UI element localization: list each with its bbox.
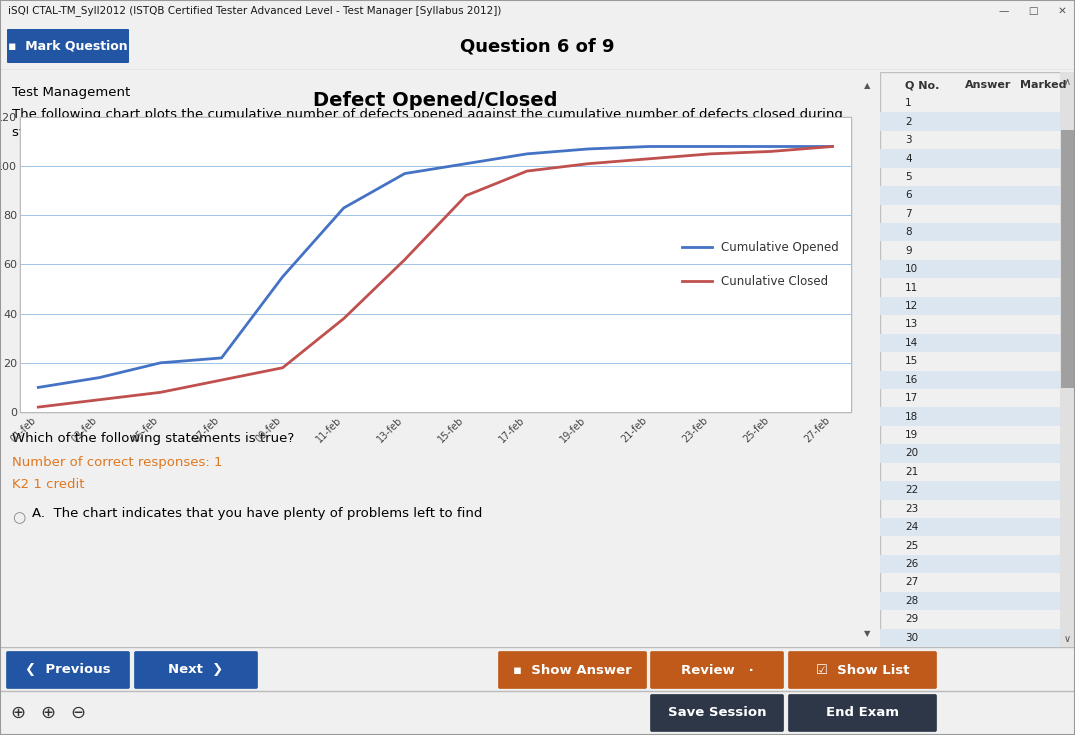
FancyBboxPatch shape bbox=[650, 695, 784, 731]
Text: iSQI CTAL-TM_Syll2012 (ISTQB Certified Tester Advanced Level - Test Manager [Syl: iSQI CTAL-TM_Syll2012 (ISTQB Certified T… bbox=[8, 6, 501, 16]
Text: Number of correct responses: 1: Number of correct responses: 1 bbox=[12, 456, 223, 469]
FancyBboxPatch shape bbox=[788, 651, 936, 689]
FancyBboxPatch shape bbox=[8, 29, 129, 63]
Text: Save Session: Save Session bbox=[668, 706, 766, 720]
Text: 9: 9 bbox=[905, 245, 912, 256]
Text: ∨: ∨ bbox=[1063, 634, 1071, 644]
Text: Marked: Marked bbox=[1020, 80, 1066, 90]
Bar bbox=[880, 518, 1060, 537]
Text: Test Management: Test Management bbox=[12, 86, 130, 99]
Text: ❮  Previous: ❮ Previous bbox=[25, 664, 111, 676]
Text: End Exam: End Exam bbox=[826, 706, 899, 720]
Text: 11: 11 bbox=[905, 282, 918, 293]
Text: 15: 15 bbox=[905, 356, 918, 366]
Text: 22: 22 bbox=[905, 485, 918, 495]
Text: 2: 2 bbox=[905, 117, 912, 126]
Text: 20: 20 bbox=[905, 448, 918, 459]
Text: Next  ❯: Next ❯ bbox=[169, 664, 224, 676]
Text: 26: 26 bbox=[905, 559, 918, 569]
Title: Defect Opened/Closed: Defect Opened/Closed bbox=[313, 91, 558, 110]
Bar bbox=[880, 149, 1060, 168]
Text: 6: 6 bbox=[905, 190, 912, 201]
Text: —      □      ✕: — □ ✕ bbox=[999, 6, 1067, 16]
Bar bbox=[880, 555, 1060, 573]
Text: ⊕: ⊕ bbox=[41, 704, 56, 722]
Text: 13: 13 bbox=[905, 320, 918, 329]
Text: 4: 4 bbox=[905, 154, 912, 163]
Bar bbox=[880, 334, 1060, 352]
FancyBboxPatch shape bbox=[134, 651, 258, 689]
Text: 1: 1 bbox=[905, 98, 912, 108]
Text: 3: 3 bbox=[905, 135, 912, 145]
Bar bbox=[880, 628, 1060, 647]
Bar bbox=[880, 444, 1060, 462]
Text: Question 6 of 9: Question 6 of 9 bbox=[460, 37, 615, 55]
FancyBboxPatch shape bbox=[650, 651, 784, 689]
Text: 10: 10 bbox=[905, 264, 918, 274]
Text: ▲: ▲ bbox=[864, 81, 871, 90]
Text: A.  The chart indicates that you have plenty of problems left to find: A. The chart indicates that you have ple… bbox=[32, 507, 483, 520]
Text: ○: ○ bbox=[12, 510, 25, 525]
Text: Review   ·: Review · bbox=[680, 664, 754, 676]
Text: The following chart plots the cumulative number of defects opened against the cu: The following chart plots the cumulative… bbox=[12, 108, 843, 139]
Bar bbox=[880, 223, 1060, 242]
Bar bbox=[1060, 72, 1075, 647]
Text: K2 1 credit: K2 1 credit bbox=[12, 478, 85, 491]
Text: 27: 27 bbox=[905, 578, 918, 587]
Bar bbox=[880, 481, 1060, 500]
Bar bbox=[1061, 129, 1074, 388]
Text: ▪  Show Answer: ▪ Show Answer bbox=[513, 664, 632, 676]
FancyBboxPatch shape bbox=[788, 695, 936, 731]
Text: 23: 23 bbox=[905, 503, 918, 514]
Bar bbox=[880, 260, 1060, 279]
Bar bbox=[880, 112, 1060, 131]
Bar bbox=[880, 297, 1060, 315]
Legend: Cumulative Opened, Cunulative Closed: Cumulative Opened, Cunulative Closed bbox=[676, 235, 845, 294]
Bar bbox=[20, 117, 850, 412]
Text: 24: 24 bbox=[905, 522, 918, 532]
Text: Which of the following statements is true?: Which of the following statements is tru… bbox=[12, 432, 295, 445]
Text: 5: 5 bbox=[905, 172, 912, 182]
Text: 25: 25 bbox=[905, 541, 918, 551]
Bar bbox=[880, 370, 1060, 389]
Text: 30: 30 bbox=[905, 633, 918, 643]
Bar bbox=[880, 407, 1060, 426]
Text: 18: 18 bbox=[905, 412, 918, 422]
Text: Answer: Answer bbox=[965, 80, 1012, 90]
Bar bbox=[880, 592, 1060, 610]
Text: ⊕: ⊕ bbox=[11, 704, 26, 722]
Text: ⊖: ⊖ bbox=[71, 704, 86, 722]
FancyBboxPatch shape bbox=[499, 651, 646, 689]
Text: ∧: ∧ bbox=[1063, 77, 1071, 87]
Text: 7: 7 bbox=[905, 209, 912, 219]
Text: 21: 21 bbox=[905, 467, 918, 477]
Text: 16: 16 bbox=[905, 375, 918, 384]
Text: ▪  Mark Question: ▪ Mark Question bbox=[9, 40, 128, 52]
Text: 28: 28 bbox=[905, 596, 918, 606]
Text: 19: 19 bbox=[905, 430, 918, 440]
Text: ☑  Show List: ☑ Show List bbox=[816, 664, 909, 676]
Text: Q No.: Q No. bbox=[905, 80, 940, 90]
Text: ▼: ▼ bbox=[864, 629, 871, 639]
Text: 14: 14 bbox=[905, 338, 918, 348]
Bar bbox=[880, 186, 1060, 204]
Text: 8: 8 bbox=[905, 227, 912, 237]
Text: 17: 17 bbox=[905, 393, 918, 404]
FancyBboxPatch shape bbox=[6, 651, 129, 689]
Text: 12: 12 bbox=[905, 301, 918, 311]
Text: 29: 29 bbox=[905, 614, 918, 624]
